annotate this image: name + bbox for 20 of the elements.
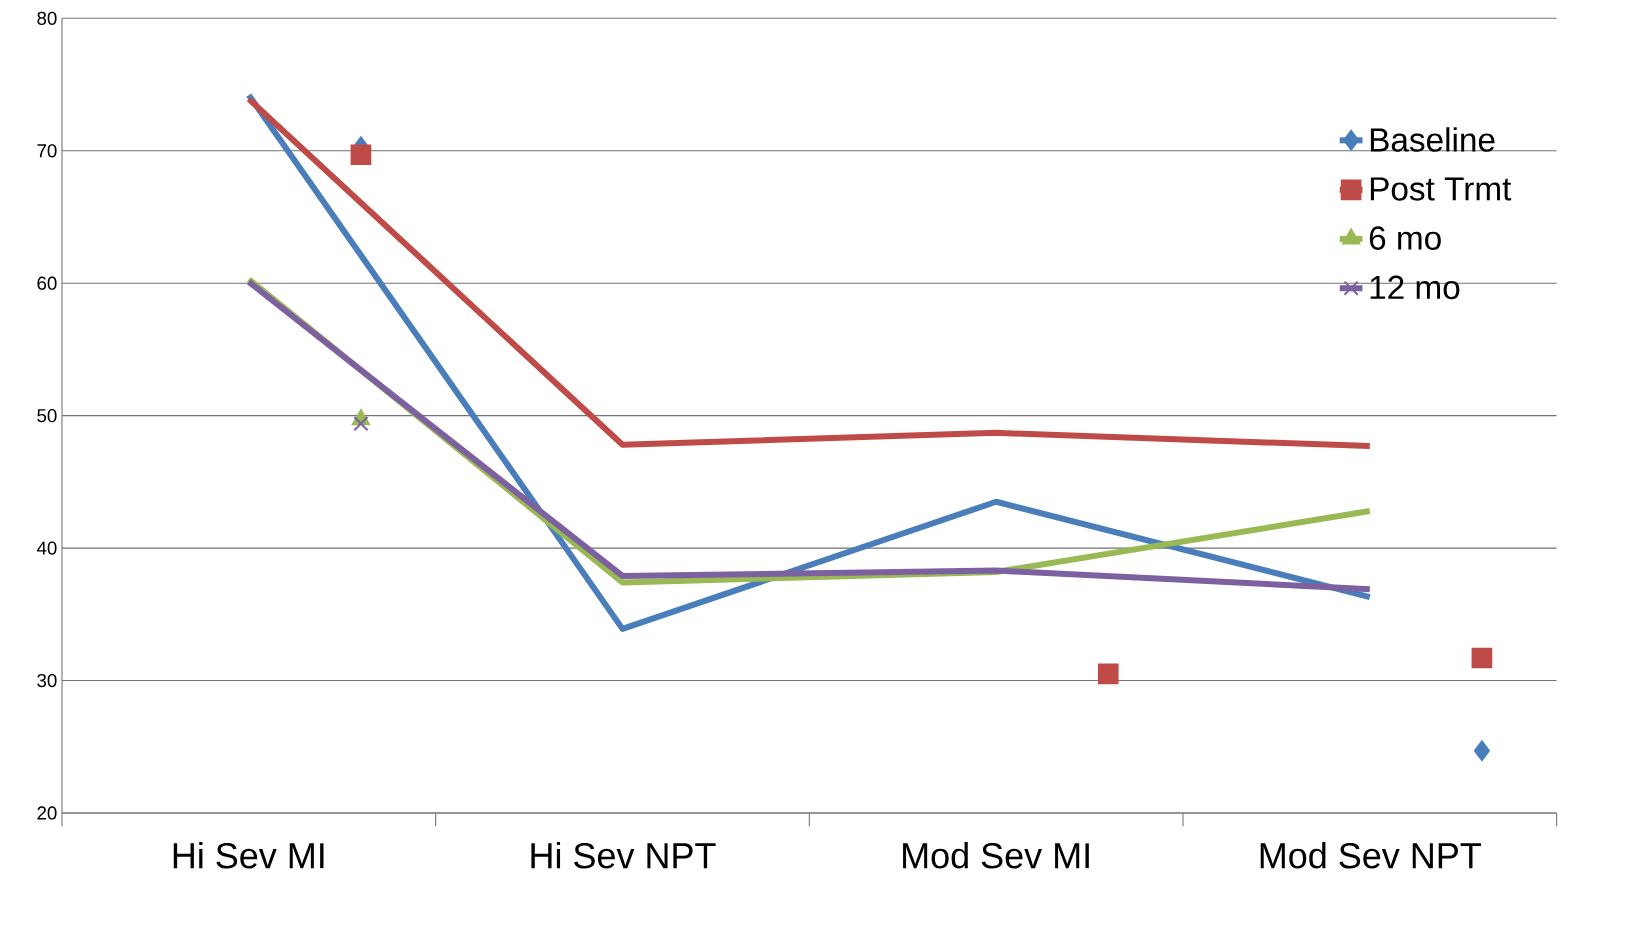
y-tick-label: 80	[37, 11, 57, 25]
legend-label: 6 mo	[1369, 226, 1441, 250]
x-tick-label: Hi Sev NPT	[531, 842, 716, 869]
legend-label: 12 mo	[1370, 275, 1460, 300]
point	[1471, 647, 1493, 669]
point	[1473, 740, 1490, 762]
legend-label: Baseline	[1370, 127, 1495, 152]
y-tick-label: 20	[37, 806, 57, 820]
point	[350, 144, 372, 166]
x-tick-label: Mod Sev MI	[903, 842, 1089, 869]
point	[1097, 663, 1119, 685]
x-tick-label: Mod Sev NPT	[1260, 842, 1481, 869]
point	[353, 416, 369, 432]
y-tick-label: 50	[37, 409, 57, 423]
x-tick-label: Hi Sev MI	[173, 842, 324, 869]
y-tick-label: 40	[36, 541, 57, 555]
legend-label: Post Trmt	[1370, 177, 1512, 201]
y-tick-label: 70	[37, 144, 57, 158]
y-tick-label: 60	[37, 276, 57, 290]
y-tick-label: 30	[37, 673, 57, 688]
